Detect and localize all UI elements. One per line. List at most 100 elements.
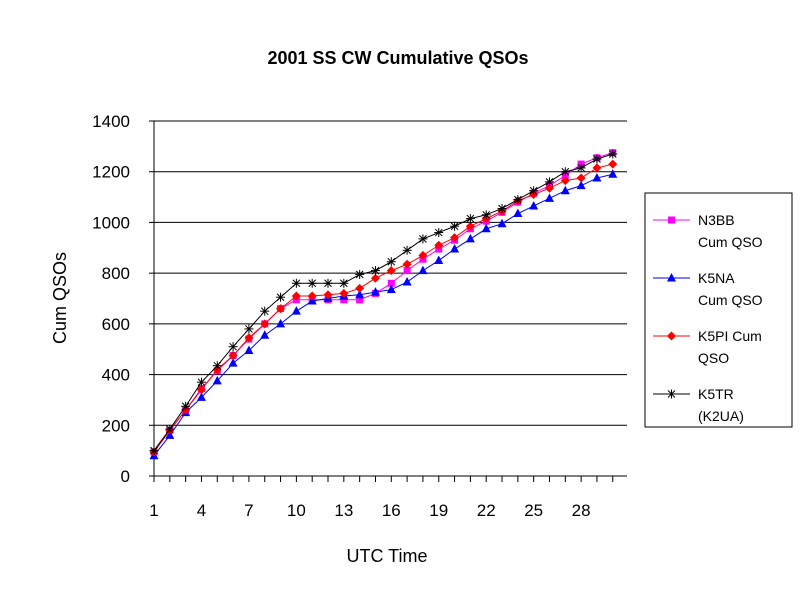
data-point bbox=[370, 273, 380, 283]
data-point bbox=[260, 319, 270, 329]
data-point bbox=[434, 228, 444, 238]
y-tick-label: 1000 bbox=[92, 213, 130, 232]
legend-label: K5PI Cum bbox=[698, 328, 762, 344]
data-point bbox=[450, 233, 460, 243]
marker-stroke bbox=[513, 195, 522, 204]
series-3 bbox=[149, 159, 618, 457]
data-point bbox=[465, 214, 475, 224]
marker-stroke bbox=[260, 307, 269, 316]
chart-title: 2001 SS CW Cumulative QSOs bbox=[267, 48, 528, 68]
series-line bbox=[153, 153, 613, 451]
data-point bbox=[544, 183, 554, 193]
legend-entry: K5TR (K2UA) bbox=[653, 386, 744, 424]
x-tick-label: 25 bbox=[524, 501, 543, 520]
y-tick-label: 200 bbox=[102, 416, 130, 435]
data-point bbox=[244, 324, 254, 334]
data-point bbox=[307, 278, 317, 288]
data-point bbox=[340, 296, 348, 304]
legend-label: (K2UA) bbox=[698, 408, 744, 424]
marker-stroke bbox=[229, 342, 237, 351]
data-point bbox=[402, 259, 412, 269]
data-point bbox=[529, 186, 539, 196]
data-point bbox=[450, 221, 460, 231]
x-tick-label: 10 bbox=[287, 501, 306, 520]
data-point bbox=[149, 446, 159, 456]
data-point bbox=[276, 304, 286, 314]
marker-stroke bbox=[276, 293, 285, 302]
data-point bbox=[434, 255, 444, 264]
y-tick-labels: 0 200 400 600 800 1000 1200 1400 bbox=[92, 112, 130, 486]
data-point bbox=[386, 257, 396, 267]
x-tick-label: 13 bbox=[334, 501, 353, 520]
series-2 bbox=[149, 169, 618, 460]
data-point bbox=[165, 424, 175, 434]
data-point bbox=[355, 283, 365, 293]
legend-marker bbox=[668, 216, 675, 224]
data-point bbox=[560, 176, 570, 186]
marker-stroke bbox=[667, 390, 676, 398]
marker-stroke bbox=[387, 257, 396, 266]
marker-stroke bbox=[324, 279, 332, 288]
data-point bbox=[355, 269, 365, 279]
marker-stroke bbox=[150, 446, 158, 455]
legend-entry: K5NA Cum QSO bbox=[653, 270, 763, 308]
marker-stroke bbox=[355, 270, 364, 279]
legend-label: K5NA bbox=[698, 270, 735, 286]
marker-stroke bbox=[213, 361, 222, 370]
marker-stroke bbox=[245, 325, 253, 333]
legend-box bbox=[644, 192, 793, 428]
data-point bbox=[592, 163, 602, 173]
data-point bbox=[339, 278, 349, 288]
marker-stroke bbox=[308, 279, 317, 288]
legend-label: Cum QSO bbox=[698, 292, 763, 308]
x-tick-label: 28 bbox=[572, 501, 591, 520]
data-point bbox=[386, 266, 396, 276]
legend-marker bbox=[667, 389, 676, 399]
data-point bbox=[497, 203, 507, 213]
y-tick-label: 600 bbox=[102, 315, 130, 334]
marker-stroke bbox=[371, 266, 380, 275]
marker-stroke bbox=[165, 425, 174, 433]
marker-stroke bbox=[450, 222, 459, 231]
marker-stroke bbox=[292, 279, 301, 288]
data-point bbox=[181, 401, 191, 411]
legend-entry: K5PI Cum QSO bbox=[653, 328, 762, 366]
data-point bbox=[355, 289, 365, 299]
data-point bbox=[386, 284, 396, 294]
x-axis-title: UTC Time bbox=[347, 546, 428, 566]
marker-stroke bbox=[482, 210, 491, 219]
marker-stroke bbox=[181, 402, 190, 411]
data-point bbox=[434, 240, 444, 250]
data-point bbox=[307, 291, 317, 301]
y-tick-label: 800 bbox=[102, 264, 130, 283]
legend-label: QSO bbox=[698, 350, 729, 366]
data-point bbox=[402, 245, 412, 255]
legend-label: N3BB bbox=[698, 212, 735, 228]
legend: N3BB Cum QSO K5NA Cum QSO K5PI Cum QSO K5TR (K2… bbox=[644, 192, 793, 428]
data-point bbox=[323, 290, 333, 300]
data-point bbox=[418, 265, 428, 275]
data-point bbox=[560, 185, 570, 195]
y-tick-label: 0 bbox=[121, 467, 130, 486]
data-point bbox=[418, 250, 428, 260]
x-tick-label: 22 bbox=[477, 501, 496, 520]
marker-stroke bbox=[593, 155, 601, 163]
data-point bbox=[576, 163, 586, 173]
data-point bbox=[260, 306, 270, 316]
legend-marker bbox=[667, 331, 676, 341]
legend-marker bbox=[667, 273, 676, 282]
marker-stroke bbox=[403, 246, 411, 255]
data-point bbox=[576, 173, 586, 183]
series-line bbox=[153, 163, 613, 453]
data-point bbox=[291, 278, 301, 288]
marker-stroke bbox=[434, 228, 443, 237]
x-tick-label: 7 bbox=[244, 501, 253, 520]
data-point bbox=[212, 361, 222, 371]
data-point bbox=[196, 392, 206, 401]
data-point bbox=[544, 193, 554, 202]
marker-stroke bbox=[419, 235, 427, 243]
marker-stroke bbox=[545, 178, 554, 186]
data-point bbox=[291, 306, 301, 315]
data-point bbox=[576, 180, 586, 190]
